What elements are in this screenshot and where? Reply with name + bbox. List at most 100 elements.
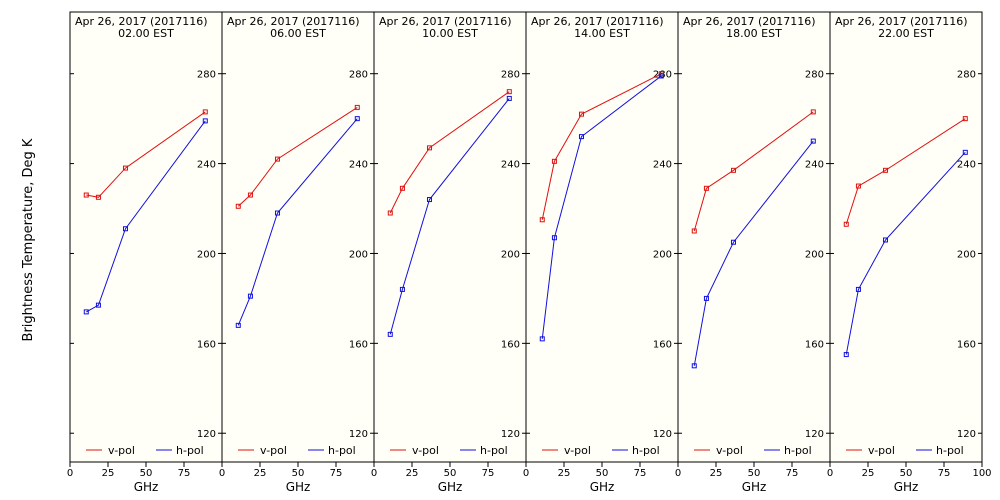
y-tick-label: 200 — [805, 249, 824, 260]
x-axis-label: GHz — [286, 480, 311, 494]
y-tick-label: 280 — [501, 70, 520, 81]
data-point — [426, 197, 432, 203]
x-tick-label: 75 — [938, 468, 951, 479]
x-tick-label: 0 — [67, 468, 73, 479]
y-tick-label: 120 — [653, 429, 672, 440]
x-tick-label: 0 — [219, 468, 225, 479]
data-point — [122, 226, 128, 232]
panel-time: 02.00 EST — [118, 27, 174, 40]
data-point — [247, 293, 253, 299]
y-tick-label: 200 — [197, 249, 216, 260]
data-point — [855, 286, 861, 292]
x-tick-label: 25 — [102, 468, 115, 479]
data-point — [83, 192, 89, 198]
panel-date: Apr 26, 2017 (2017116) — [75, 15, 208, 28]
data-point — [658, 73, 664, 79]
data-point — [551, 235, 557, 241]
y-tick-label: 120 — [957, 429, 976, 440]
legend-label-h-pol: h-pol — [936, 444, 964, 457]
series-line-h-pol — [845, 152, 966, 355]
data-point — [843, 221, 849, 227]
data-point — [703, 185, 709, 191]
data-point — [810, 138, 816, 144]
y-tick-label: 120 — [501, 429, 520, 440]
y-tick-label: 240 — [957, 160, 976, 171]
data-point — [122, 165, 128, 171]
x-tick-label: 50 — [596, 468, 609, 479]
y-axis-label: Brightness Temperature, Deg K — [21, 138, 36, 341]
panel-frame — [677, 11, 831, 463]
y-tick-label: 160 — [197, 339, 216, 350]
x-tick-label: 50 — [748, 468, 761, 479]
x-tick-label: 25 — [254, 468, 267, 479]
x-tick-label: 25 — [406, 468, 419, 479]
data-point — [551, 158, 557, 164]
panel-time: 10.00 EST — [422, 27, 478, 40]
series-line-h-pol — [693, 140, 814, 366]
legend-label-h-pol: h-pol — [328, 444, 356, 457]
x-tick-label: 50 — [140, 468, 153, 479]
series-line-h-pol — [541, 75, 662, 339]
panel-5: Apr 26, 2017 (2017116)18.00 EST 120 160 200… — [675, 11, 831, 494]
data-point — [691, 363, 697, 369]
y-tick-label: 120 — [349, 429, 368, 440]
y-tick-label: 280 — [805, 70, 824, 81]
y-tick-label: 160 — [957, 339, 976, 350]
y-tick-label: 160 — [805, 339, 824, 350]
data-point — [354, 104, 360, 110]
data-point — [855, 183, 861, 189]
panel-2: Apr 26, 2017 (2017116)06.00 EST 120 160 200… — [219, 11, 375, 494]
x-tick-label: 75 — [178, 468, 191, 479]
legend-label-h-pol: h-pol — [480, 444, 508, 457]
x-tick-label: 75 — [786, 468, 799, 479]
data-point — [578, 134, 584, 140]
x-axis-label: GHz — [438, 480, 463, 494]
data-point — [387, 331, 393, 337]
data-point — [274, 210, 280, 216]
y-tick-label: 160 — [349, 339, 368, 350]
x-tick-label: 50 — [444, 468, 457, 479]
data-point — [202, 118, 208, 124]
panel-time: 18.00 EST — [726, 27, 782, 40]
data-point — [962, 149, 968, 155]
data-point — [882, 167, 888, 173]
panel-time: 14.00 EST — [574, 27, 630, 40]
data-point — [730, 167, 736, 173]
data-point — [962, 116, 968, 122]
series-line-h-pol — [237, 118, 358, 326]
panel-frame — [525, 11, 679, 463]
data-point — [882, 237, 888, 243]
legend-label-h-pol: h-pol — [176, 444, 204, 457]
x-tick-label: 0 — [827, 468, 833, 479]
y-tick-label: 240 — [653, 160, 672, 171]
data-point — [506, 95, 512, 101]
y-tick-label: 160 — [653, 339, 672, 350]
data-point — [235, 322, 241, 328]
data-point — [354, 116, 360, 122]
data-point — [95, 302, 101, 308]
y-tick-label: 200 — [349, 249, 368, 260]
series-line-h-pol — [389, 98, 510, 335]
data-point — [578, 111, 584, 117]
legend-label-v-pol: v-pol — [716, 444, 743, 457]
y-tick-label: 120 — [805, 429, 824, 440]
series-line-v-pol — [845, 118, 966, 225]
legend-label-v-pol: v-pol — [412, 444, 439, 457]
x-axis-label: GHz — [590, 480, 615, 494]
panel-6: Apr 26, 2017 (2017116)22.00 EST 120 160 200… — [827, 11, 992, 494]
series-line-v-pol — [693, 111, 814, 232]
data-point — [506, 89, 512, 95]
y-tick-label: 200 — [501, 249, 520, 260]
y-tick-label: 200 — [957, 249, 976, 260]
x-axis-label: GHz — [742, 480, 767, 494]
series-line-h-pol — [86, 120, 206, 313]
panel-4: Apr 26, 2017 (2017116)14.00 EST 120 160 200… — [523, 11, 679, 494]
data-point — [810, 109, 816, 115]
x-tick-label: 75 — [330, 468, 343, 479]
y-tick-label: 240 — [501, 160, 520, 171]
series-line-v-pol — [237, 106, 358, 207]
y-tick-label: 200 — [653, 249, 672, 260]
panel-frame — [69, 11, 223, 463]
data-point — [274, 156, 280, 162]
y-tick-label: 240 — [197, 160, 216, 171]
